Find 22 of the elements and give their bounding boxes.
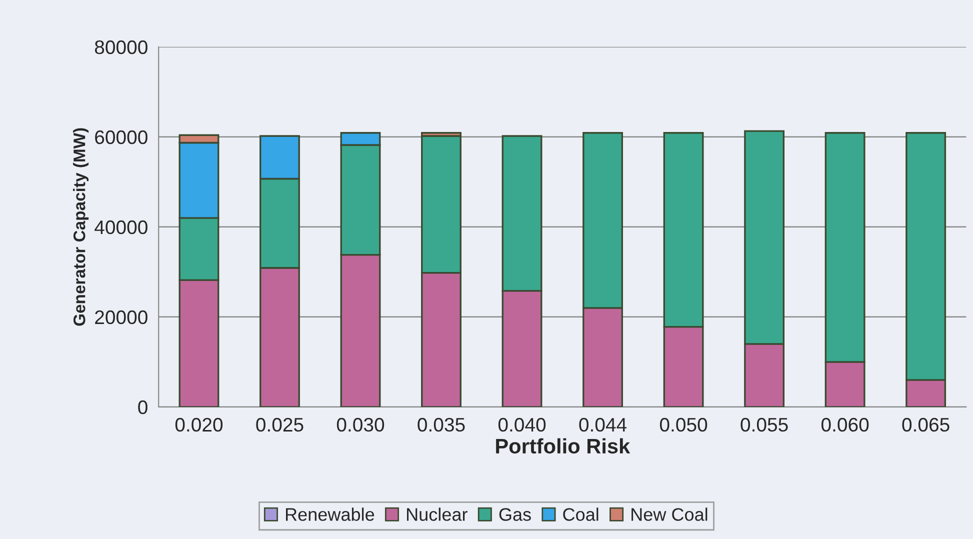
x-tick-label: 0.060	[821, 418, 869, 432]
y-tick-label: 0	[138, 400, 148, 414]
x-tick-label: 0.055	[740, 418, 788, 432]
x-tick-label: 0.020	[175, 418, 223, 432]
legend-label: New Coal	[632, 508, 708, 521]
x-tick-label: 0.030	[336, 418, 384, 432]
x-tick-label: 0.040	[498, 418, 546, 432]
x-tick-label: 0.044	[579, 418, 627, 432]
x-tick-label: 0.035	[418, 418, 465, 432]
y-tick-label: 20000	[95, 310, 148, 324]
legend-label: Renewable	[286, 508, 374, 521]
y-axis-title: Generator Capacity (MW)	[73, 128, 89, 326]
y-tick-label: 40000	[94, 220, 148, 234]
x-tick-label: 0.065	[902, 418, 950, 432]
x-tick-label: 0.050	[660, 418, 708, 432]
y-tick-label: 80000	[94, 40, 148, 54]
x-axis-title: Portfolio Risk	[496, 438, 630, 454]
x-tick-label: 0.025	[256, 418, 304, 432]
legend-label: Coal	[563, 508, 598, 521]
legend-label: Nuclear	[407, 508, 468, 521]
y-tick-label: 60000	[95, 130, 148, 144]
legend-label: Gas	[499, 508, 531, 521]
